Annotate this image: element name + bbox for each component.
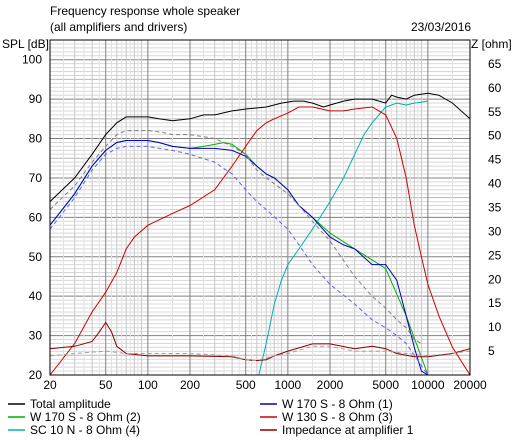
series-line-5 [50,321,470,362]
chart-date: 23/03/2016 [411,20,471,34]
legend-label: W 170 S - 8 Ohm (2) [30,410,141,424]
y-tick-label: 70 [29,171,43,185]
y2-tick-label: 60 [488,81,502,95]
y-axis-label: SPL [dB] [2,37,49,51]
y2-tick-label: 40 [488,177,502,191]
x-tick-label: 500 [236,378,256,392]
series-line-4 [50,106,470,375]
y-tick-label: 30 [29,329,43,343]
y-tick-label: 20 [29,368,43,382]
y-tick-label: 50 [29,250,43,264]
x-tick-label: 200 [180,378,200,392]
x-tick-label: 2000 [317,378,344,392]
chart-subtitle: (all amplifiers and drivers) [50,20,187,34]
x-tick-label: 20 [43,378,57,392]
legend-label: Impedance at amplifier 1 [282,423,414,437]
y2-tick-label: 65 [488,57,502,71]
series-line-7 [50,145,429,375]
series-line-2 [50,100,428,375]
x-tick-label: 50 [99,378,113,392]
y2-tick-label: 10 [488,320,502,334]
y2-tick-label: 30 [488,224,502,238]
y2-tick-label: 25 [488,248,502,262]
y2-tick-label: 45 [488,153,502,167]
legend-label: W 130 S - 8 Ohm (3) [282,410,393,424]
legend-label: W 170 S - 8 Ohm (1) [282,397,393,411]
y-tick-label: 40 [29,289,43,303]
chart-title: Frequency response whole speaker [50,4,240,18]
legend-label: Total amplitude [30,397,111,411]
y2-tick-label: 55 [488,105,502,119]
series-line-6 [50,130,422,344]
y2-tick-label: 5 [488,344,495,358]
x-tick-label: 20000 [453,378,487,392]
plot-frame [49,39,471,376]
x-tick-label: 100 [138,378,158,392]
axis-ticks: 20 50 100 200 500 1000 2000 5000 10000 20000 20 30 4… [22,53,502,392]
y-tick-label: 100 [22,53,42,67]
y-tick-label: 80 [29,132,43,146]
series-line-3 [50,140,429,375]
x-tick-label: 5000 [372,378,399,392]
grid [49,39,471,376]
legend-label: SC 10 N - 8 Ohm (4) [30,423,140,437]
y-tick-label: 60 [29,210,43,224]
series-lines [50,92,470,375]
y2-axis-label: Z [ohm] [471,37,512,51]
x-tick-label: 1000 [275,378,302,392]
series-line-8 [50,345,470,362]
series-line-0 [50,92,470,202]
y2-tick-label: 15 [488,296,502,310]
y2-tick-label: 35 [488,201,502,215]
legend: Total amplitude W 170 S - 8 Ohm (1) W 170 … [8,397,414,437]
y2-tick-label: 50 [488,129,502,143]
x-tick-label: 10000 [411,378,445,392]
y2-tick-label: 20 [488,272,502,286]
y-tick-label: 90 [29,92,43,106]
